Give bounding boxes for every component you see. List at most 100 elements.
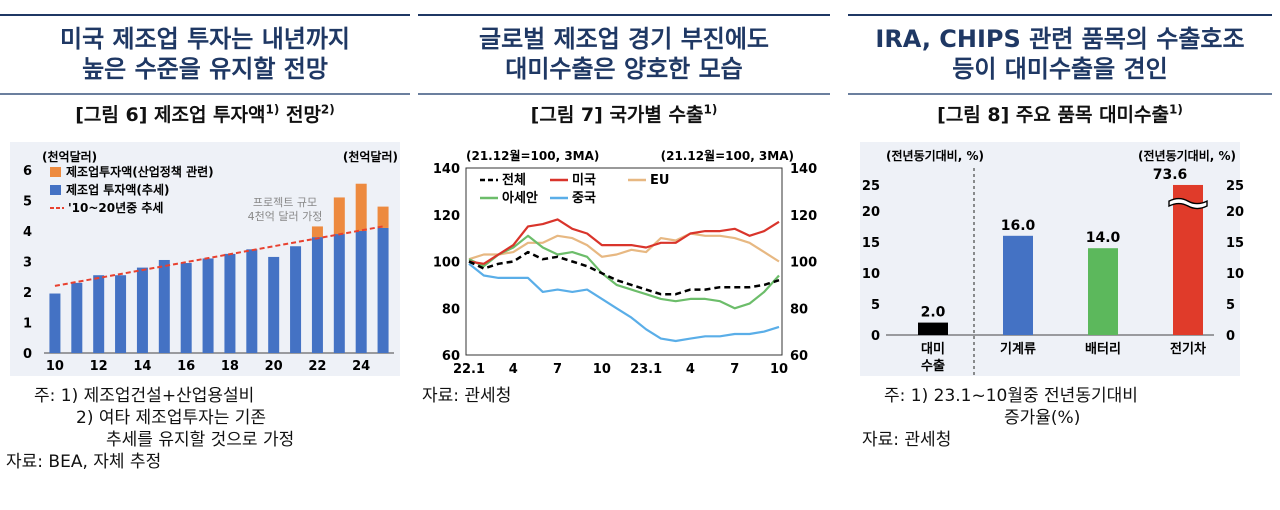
bar-industrial-policy xyxy=(311,226,323,238)
x-tick-label: 배터리 xyxy=(1085,341,1121,357)
x-tick-label: 16 xyxy=(177,359,195,374)
bar-industrial-policy xyxy=(333,197,345,235)
unit-label-right: (전년동기대비, %) xyxy=(1138,148,1236,163)
bar xyxy=(1173,184,1203,335)
bar-trend xyxy=(355,231,367,353)
note-line: 주: 1) 제조업건설+산업용설비 xyxy=(34,386,255,406)
note-line: 2) 여타 제조업투자는 기존 xyxy=(76,408,267,428)
legend-label: 중국 xyxy=(572,191,596,206)
x-tick-label: 전기차 xyxy=(1170,341,1206,357)
unit-label-left: (천억달러) xyxy=(42,149,97,164)
footnote-mark-2: 2) xyxy=(320,102,335,117)
annotation-text: 4천억 달러 가정 xyxy=(248,209,323,223)
y-tick-label-left: 0 xyxy=(871,329,880,344)
legend-label: 아세안 xyxy=(502,190,538,206)
figure-notes: 주: 1) 제조업건설+산업용설비 2) 여타 제조업투자는 기존 추세를 유지… xyxy=(6,385,294,473)
heading-line-1: 미국 제조업 투자는 내년까지 xyxy=(59,25,351,53)
bar xyxy=(1088,248,1118,335)
y-tick-label-right: 120 xyxy=(790,209,817,224)
x-tick-label: 7 xyxy=(553,362,562,377)
panel-exports-by-country: 글로벌 제조업 경기 부진에도 대미수출은 양호한 모습 [그림 7] 국가별 … xyxy=(418,0,830,510)
x-tick-label: 대미 xyxy=(921,341,945,357)
x-tick-label: 18 xyxy=(221,359,239,374)
top-rule xyxy=(0,14,410,16)
source-line: 자료: BEA, 자체 추정 xyxy=(6,452,162,472)
y-tick-label-right: 25 xyxy=(1226,179,1244,194)
y-tick-label-right: 20 xyxy=(1226,205,1244,220)
y-tick-label-right: 10 xyxy=(1226,267,1244,282)
panel-manufacturing-investment: 미국 제조업 투자는 내년까지 높은 수준을 유지할 전망 [그림 6] 제조업… xyxy=(0,0,410,510)
legend-label: '10~20년중 추세 xyxy=(68,200,163,215)
legend-label: 전체 xyxy=(502,172,526,188)
y-tick-label: 6 xyxy=(23,164,32,179)
bar-trend xyxy=(224,253,236,353)
y-tick-label-right: 5 xyxy=(1226,298,1235,313)
y-tick-label: 5 xyxy=(23,195,32,210)
x-tick-label: 10 xyxy=(770,362,788,377)
figure-title: [그림 8] 주요 품목 대미수출1) xyxy=(848,100,1272,127)
bar-trend xyxy=(377,227,389,353)
legend-label: EU xyxy=(650,173,669,188)
x-tick-label: 10 xyxy=(46,359,64,374)
legend-label: 미국 xyxy=(572,172,596,188)
series-line xyxy=(468,218,780,265)
bar-trend xyxy=(311,237,323,353)
x-tick-label: 7 xyxy=(730,362,739,377)
y-tick-label-left: 140 xyxy=(433,162,460,177)
x-tick-label: 23.1 xyxy=(630,362,662,377)
x-tick-label: 기계류 xyxy=(1000,342,1036,357)
bar-trend xyxy=(202,258,214,353)
figure-notes: 자료: 관세청 xyxy=(422,385,511,407)
bar-trend xyxy=(290,246,302,353)
y-tick-label: 1 xyxy=(23,317,32,332)
note-line: 증가율(%) xyxy=(1004,408,1081,428)
bar-industrial-policy xyxy=(377,206,389,228)
unit-label-right: (21.12월=100, 3MA) xyxy=(661,148,794,163)
series-line xyxy=(468,234,780,310)
figure-title: [그림 6] 제조업 투자액1) 전망2) xyxy=(0,100,410,127)
y-tick-label: 0 xyxy=(23,347,32,362)
panel-heading: 글로벌 제조업 경기 부진에도 대미수출은 양호한 모습 xyxy=(418,24,830,84)
note-line: 주: 1) 23.1~10월중 전년동기대비 xyxy=(884,386,1138,406)
x-tick-label: 22.1 xyxy=(453,362,485,377)
bar-trend xyxy=(333,234,345,353)
y-tick-label-left: 10 xyxy=(862,267,880,282)
plot-frame xyxy=(465,167,783,356)
y-tick-label-left: 25 xyxy=(862,179,880,194)
y-tick-label-right: 140 xyxy=(790,162,817,177)
x-tick-label: 14 xyxy=(133,359,151,374)
bar-trend xyxy=(93,275,105,353)
bar-trend xyxy=(49,293,61,353)
footnote-mark-1: 1) xyxy=(703,102,718,117)
y-tick-label-left: 100 xyxy=(433,256,460,271)
x-tick-label: 4 xyxy=(509,362,518,377)
y-tick-label-left: 80 xyxy=(442,302,460,317)
source-line: 자료: 관세청 xyxy=(862,430,952,450)
top-rule xyxy=(418,14,830,16)
y-tick-label-left: 120 xyxy=(433,209,460,224)
bar-trend xyxy=(246,249,258,353)
data-label: 16.0 xyxy=(1001,218,1036,234)
data-label: 73.6 xyxy=(1153,167,1188,183)
x-tick-label: 22 xyxy=(308,359,326,374)
bar xyxy=(918,322,948,335)
legend-label: 제조업 투자액(추세) xyxy=(66,182,169,197)
legend-swatch xyxy=(50,167,61,177)
series-line xyxy=(468,262,780,343)
bar-trend xyxy=(115,275,127,353)
heading-line-2: 높은 수준을 유지할 전망 xyxy=(82,55,328,83)
y-tick-label-left: 60 xyxy=(442,349,460,364)
axis-break-mark xyxy=(1168,197,1208,210)
y-tick-label-right: 15 xyxy=(1226,236,1244,251)
heading-line-2: 등이 대미수출을 견인 xyxy=(952,55,1168,83)
y-tick-label: 2 xyxy=(23,286,32,301)
bar-industrial-policy xyxy=(355,183,367,231)
unit-label-left: (전년동기대비, %) xyxy=(886,148,984,163)
panel-heading: 미국 제조업 투자는 내년까지 높은 수준을 유지할 전망 xyxy=(0,24,410,84)
item-growth-bar-chart: 0 0 5 5 10 10 15 15 20 20 25 25 (전년동기대비, %) (전년동기대비, … xyxy=(860,142,1244,376)
y-tick-label-right: 60 xyxy=(790,349,808,364)
unit-label-right: (천억달러) xyxy=(343,149,398,164)
bar-trend xyxy=(158,259,170,353)
